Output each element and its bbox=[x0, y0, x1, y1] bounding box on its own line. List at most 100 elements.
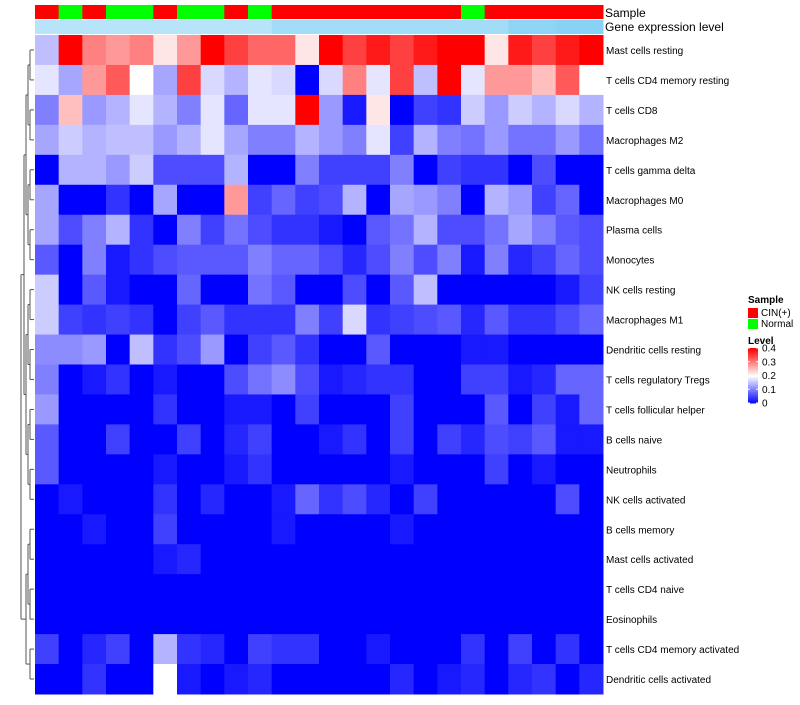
heatmap-cell bbox=[295, 514, 320, 545]
heatmap-cell bbox=[484, 64, 509, 96]
heatmap-cell bbox=[248, 304, 273, 336]
heatmap-cell bbox=[484, 514, 509, 545]
sample-annotation-cell bbox=[579, 5, 604, 19]
legend-level-gradient-step bbox=[748, 353, 758, 356]
heatmap-cell bbox=[319, 454, 344, 485]
heatmap-cell bbox=[200, 514, 225, 545]
heatmap-cell bbox=[532, 484, 557, 515]
heatmap-cell bbox=[579, 184, 604, 216]
sample-annotation-cell bbox=[82, 5, 107, 19]
heatmap-cell bbox=[295, 184, 320, 216]
heatmap-cell bbox=[106, 604, 131, 635]
heatmap-cell bbox=[555, 304, 580, 336]
heatmap-cell bbox=[413, 634, 438, 665]
heatmap-cell bbox=[579, 94, 604, 126]
heatmap-cell bbox=[153, 124, 178, 156]
heatmap-cell bbox=[413, 214, 438, 246]
heatmap-cell bbox=[437, 334, 462, 365]
heatmap-cell bbox=[82, 334, 107, 365]
heatmap-cell bbox=[248, 35, 273, 66]
legend-level-gradient-step bbox=[748, 348, 758, 350]
heatmap-cell bbox=[461, 35, 486, 66]
heatmap-cell bbox=[200, 604, 225, 635]
heatmap-cell bbox=[248, 574, 273, 605]
heatmap-cell bbox=[555, 544, 580, 575]
heatmap-cell bbox=[555, 154, 580, 186]
heatmap-cell bbox=[271, 274, 296, 306]
heatmap-cell bbox=[319, 544, 344, 575]
heatmap-cell bbox=[177, 394, 202, 425]
row-label: NK cells activated bbox=[606, 495, 685, 506]
heatmap-cell bbox=[177, 64, 202, 96]
legend-level-gradient-step bbox=[748, 376, 758, 379]
heatmap-cell bbox=[224, 364, 249, 395]
heatmap-cell bbox=[295, 35, 320, 66]
heatmap-cell bbox=[532, 544, 557, 575]
legend-level-gradient-step bbox=[748, 382, 758, 385]
heatmap-cell bbox=[366, 124, 391, 156]
heatmap-cell bbox=[342, 124, 367, 156]
heatmap-cell bbox=[484, 454, 509, 485]
heatmap-cell bbox=[248, 274, 273, 306]
heatmap-cell bbox=[366, 64, 391, 96]
heatmap-cell bbox=[35, 574, 60, 605]
legend-sample-swatch bbox=[748, 319, 758, 329]
legend-sample: Sample CIN(+)Normal bbox=[748, 295, 793, 330]
heatmap-cell bbox=[82, 154, 107, 186]
heatmap-cell bbox=[461, 184, 486, 216]
heatmap-cell bbox=[366, 574, 391, 605]
heatmap-cell bbox=[200, 274, 225, 306]
heatmap-cell bbox=[437, 484, 462, 515]
heatmap-cell bbox=[35, 484, 60, 515]
heatmap-cell bbox=[129, 454, 154, 485]
heatmap-cell bbox=[319, 64, 344, 96]
heatmap-cell bbox=[508, 634, 533, 665]
heatmap-cell bbox=[248, 184, 273, 216]
heatmap-cell bbox=[484, 304, 509, 336]
heatmap-cell bbox=[413, 154, 438, 186]
heatmap-cell bbox=[319, 664, 344, 695]
heatmap-cell bbox=[35, 244, 60, 276]
heatmap-cell bbox=[82, 544, 107, 575]
heatmap-cell bbox=[129, 634, 154, 665]
heatmap-cell bbox=[532, 274, 557, 306]
heatmap-cell bbox=[461, 424, 486, 455]
heatmap-cell bbox=[366, 274, 391, 306]
annotation-labels: Sample Gene expression level bbox=[605, 6, 724, 34]
heatmap-cell bbox=[532, 124, 557, 156]
expression-annotation-cell bbox=[200, 20, 225, 34]
heatmap-cell bbox=[461, 514, 486, 545]
heatmap-cell bbox=[177, 94, 202, 126]
heatmap-cell bbox=[153, 35, 178, 66]
expression-annotation-cell bbox=[248, 20, 273, 34]
heatmap-cell bbox=[508, 94, 533, 126]
heatmap-cell bbox=[484, 35, 509, 66]
heatmap-cell bbox=[224, 94, 249, 126]
legend-level-gradient-step bbox=[748, 361, 758, 364]
heatmap-cell bbox=[366, 604, 391, 635]
row-label: T cells CD4 memory activated bbox=[606, 645, 739, 656]
heatmap-cell bbox=[366, 35, 391, 66]
heatmap-cell bbox=[248, 634, 273, 665]
row-labels: Mast cells resting T cells CD4 memory res… bbox=[606, 46, 739, 686]
heatmap-cell bbox=[413, 364, 438, 395]
expression-annotation-cell bbox=[342, 20, 367, 34]
heatmap-cell bbox=[342, 484, 367, 515]
heatmap-cell bbox=[82, 664, 107, 695]
heatmap-cell bbox=[224, 574, 249, 605]
expression-annotation-cell bbox=[413, 20, 438, 34]
heatmap-cell bbox=[106, 64, 131, 96]
heatmap-cell bbox=[200, 35, 225, 66]
row-label: T cells gamma delta bbox=[606, 166, 696, 177]
row-label: Macrophages M0 bbox=[606, 196, 684, 207]
heatmap-cell bbox=[224, 124, 249, 156]
heatmap-cell bbox=[532, 334, 557, 365]
heatmap-cell bbox=[579, 574, 604, 605]
heatmap-cell bbox=[295, 214, 320, 246]
heatmap-cell bbox=[82, 394, 107, 425]
sample-annotation-cell bbox=[413, 5, 438, 19]
heatmap-cell bbox=[35, 544, 60, 575]
heatmap-cell bbox=[35, 454, 60, 485]
heatmap-cell bbox=[35, 394, 60, 425]
